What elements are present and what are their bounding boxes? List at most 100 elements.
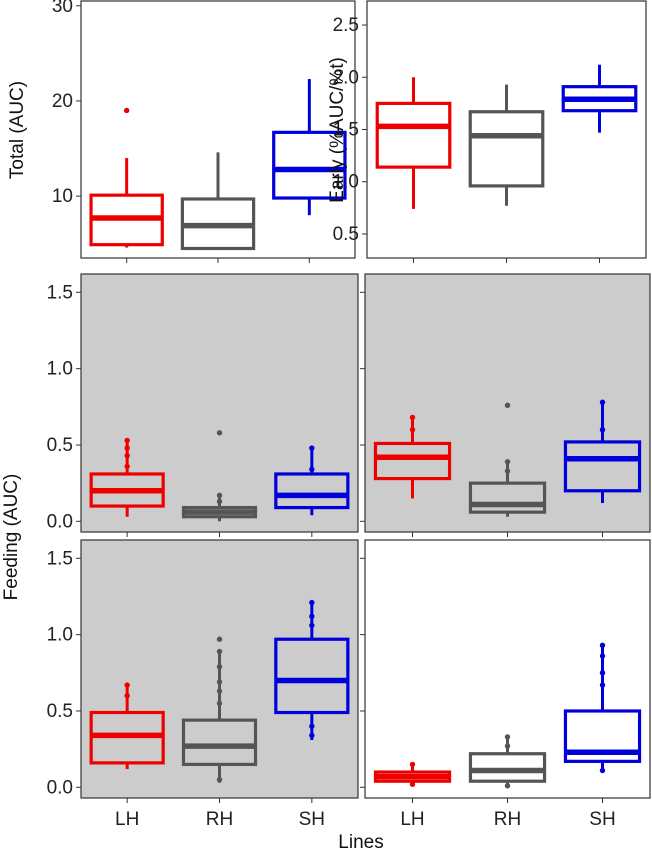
box-body bbox=[468, 752, 547, 783]
y-axis-title: Early (%AUC/%t) bbox=[327, 57, 348, 203]
box-rh bbox=[181, 636, 258, 783]
y-tick-label: 10 bbox=[52, 186, 73, 207]
panel-feeding-bottom-right: LH RH SH bbox=[360, 539, 651, 830]
outlier-point bbox=[309, 445, 315, 451]
box-rh bbox=[468, 84, 545, 206]
box-body bbox=[274, 637, 350, 715]
outlier-point bbox=[504, 743, 511, 749]
box-lh bbox=[89, 682, 165, 769]
box-sh bbox=[563, 642, 642, 774]
box-sh bbox=[274, 445, 350, 516]
box-sh bbox=[272, 79, 347, 216]
x-tick-label: LH bbox=[115, 809, 139, 830]
panel-total: 10 20 30 Total (AUC) bbox=[7, 0, 356, 263]
outlier-point bbox=[124, 693, 130, 699]
outlier-point bbox=[216, 498, 223, 505]
outlier-point bbox=[504, 402, 511, 408]
outlier-point bbox=[599, 767, 606, 774]
box-rh bbox=[180, 152, 256, 251]
outlier-point bbox=[216, 430, 223, 436]
outlier-point bbox=[309, 599, 315, 606]
outlier-point bbox=[216, 636, 223, 642]
box-rh bbox=[468, 402, 547, 517]
y-tick-label: 0.5 bbox=[47, 435, 73, 456]
y-tick-label: 20 bbox=[52, 91, 73, 112]
outlier-point bbox=[124, 437, 130, 444]
y-tick-label: 2.5 bbox=[333, 15, 359, 36]
y-axis-title: Total (AUC) bbox=[7, 81, 28, 179]
outlier-point bbox=[309, 622, 315, 629]
box-body bbox=[272, 130, 347, 200]
panel-feeding-bottom-left: 0.0 0.5 1.0 1.5 LH RH SH bbox=[47, 539, 359, 830]
outlier-point bbox=[309, 732, 315, 739]
x-tick-label: SH bbox=[589, 809, 615, 830]
outlier-point bbox=[599, 399, 606, 405]
outlier-point bbox=[216, 492, 223, 499]
box-body bbox=[468, 110, 545, 188]
panels-layer: 10 20 30 Total (AUC) 0.5 1.0 1.5 2.0 2.5 Early (%… bbox=[7, 0, 651, 830]
box-body bbox=[181, 718, 258, 767]
y-axis-title-feeding: Feeding (AUC) bbox=[1, 474, 22, 601]
panel-border bbox=[366, 0, 647, 259]
box-lh bbox=[373, 414, 452, 499]
x-tick-label: RH bbox=[206, 809, 233, 830]
x-tick-label: RH bbox=[494, 809, 521, 830]
outlier-point bbox=[309, 613, 315, 620]
outlier-point bbox=[124, 445, 130, 451]
box-body bbox=[563, 440, 642, 493]
outlier-point bbox=[504, 459, 511, 465]
box-sh bbox=[563, 399, 642, 503]
y-tick-label: 1.5 bbox=[47, 548, 73, 569]
y-tick-label: 1.0 bbox=[47, 625, 73, 646]
outlier-point bbox=[409, 781, 416, 787]
outlier-point bbox=[409, 427, 416, 433]
outlier-point bbox=[216, 648, 223, 655]
outlier-point bbox=[599, 427, 606, 433]
box-rh bbox=[468, 734, 547, 789]
box-sh bbox=[561, 64, 638, 133]
outlier-point bbox=[216, 679, 223, 685]
panel-border bbox=[80, 273, 359, 533]
outlier-point bbox=[309, 466, 315, 473]
outlier-point bbox=[599, 682, 606, 688]
box-lh bbox=[89, 437, 165, 517]
outlier-point bbox=[409, 414, 416, 421]
box-body bbox=[373, 441, 452, 481]
panel-border bbox=[80, 539, 359, 799]
y-tick-label: 2.0 bbox=[333, 67, 359, 88]
panel-border bbox=[364, 273, 651, 533]
y-tick-label: 1.0 bbox=[47, 359, 73, 380]
x-tick-label: LH bbox=[400, 809, 424, 830]
box-rh bbox=[181, 430, 258, 522]
outlier-point bbox=[124, 463, 130, 470]
y-tick-label: 1.0 bbox=[333, 172, 359, 193]
panel-border bbox=[364, 539, 651, 799]
box-lh bbox=[373, 761, 452, 787]
outlier-point bbox=[216, 688, 223, 694]
box-body bbox=[274, 472, 350, 510]
box-body bbox=[468, 481, 547, 514]
outlier-point bbox=[216, 700, 223, 707]
y-tick-label: 0.0 bbox=[47, 511, 73, 532]
box-lh bbox=[89, 107, 164, 248]
outlier-point bbox=[409, 761, 416, 768]
outlier-point bbox=[124, 682, 130, 688]
outlier-point bbox=[599, 642, 606, 649]
outlier-point bbox=[504, 783, 511, 789]
outlier-point bbox=[504, 734, 511, 740]
outlier-point bbox=[309, 723, 315, 729]
outlier-point bbox=[123, 107, 130, 114]
y-tick-label: 1.5 bbox=[47, 282, 73, 303]
box-body bbox=[375, 101, 452, 169]
y-tick-label: 0.0 bbox=[47, 777, 73, 798]
y-tick-label: 0.5 bbox=[47, 701, 73, 722]
panel-feeding-top-right bbox=[360, 273, 651, 537]
outlier-point bbox=[124, 452, 130, 459]
outlier-point bbox=[216, 776, 223, 783]
y-tick-label: 30 bbox=[52, 0, 73, 17]
x-tick-label: SH bbox=[299, 809, 325, 830]
box-lh bbox=[375, 77, 452, 209]
x-axis-title: Lines bbox=[338, 832, 383, 850]
outlier-point bbox=[216, 664, 223, 670]
